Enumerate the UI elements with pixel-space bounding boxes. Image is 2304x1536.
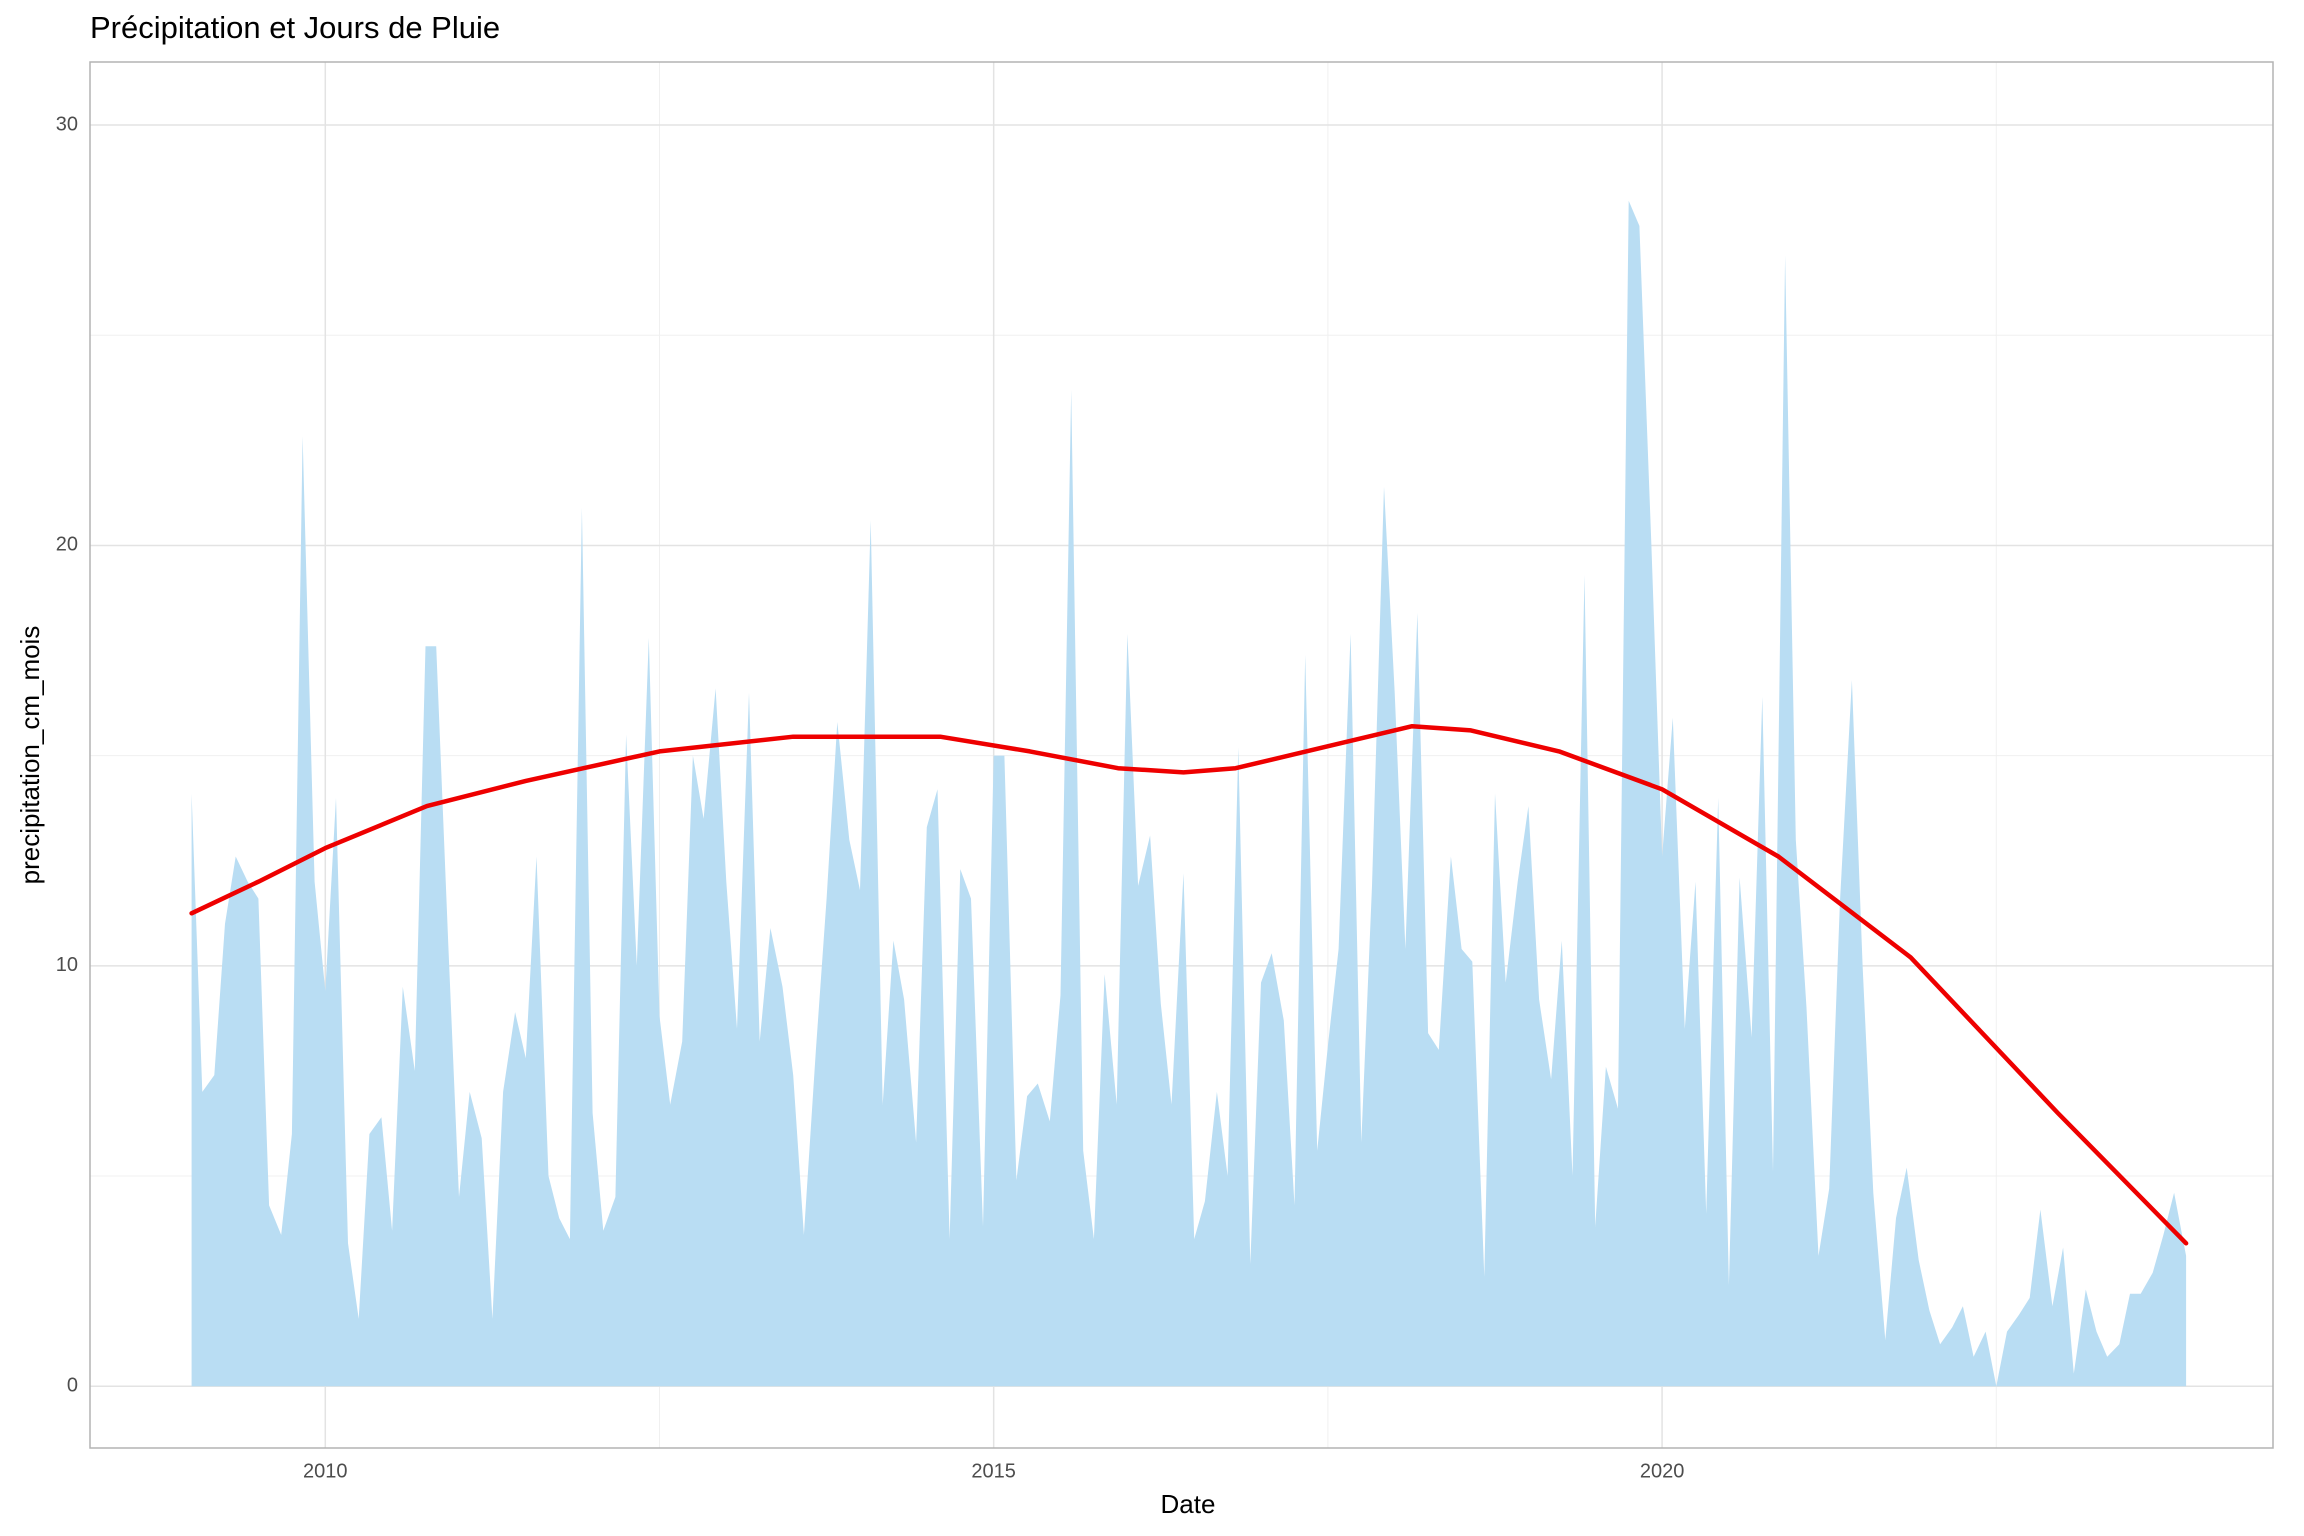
y-axis-title: precipitation_cm_mois: [15, 626, 45, 885]
area: [191, 200, 2187, 1387]
chart-title: Précipitation et Jours de Pluie: [90, 10, 500, 45]
x-axis-title: Date: [1161, 1489, 1216, 1519]
panel-border: [89, 61, 2274, 1449]
x-tick-label: 2015: [971, 1460, 1016, 1482]
y-tick-label: 10: [56, 954, 78, 976]
y-tick-label: 30: [56, 113, 78, 135]
trend-line: [189, 723, 2189, 1246]
y-tick-label: 0: [67, 1374, 78, 1396]
x-tick-label: 2010: [303, 1460, 348, 1482]
x-tick-label: 2020: [1640, 1460, 1685, 1482]
y-tick-label: 20: [56, 534, 78, 556]
